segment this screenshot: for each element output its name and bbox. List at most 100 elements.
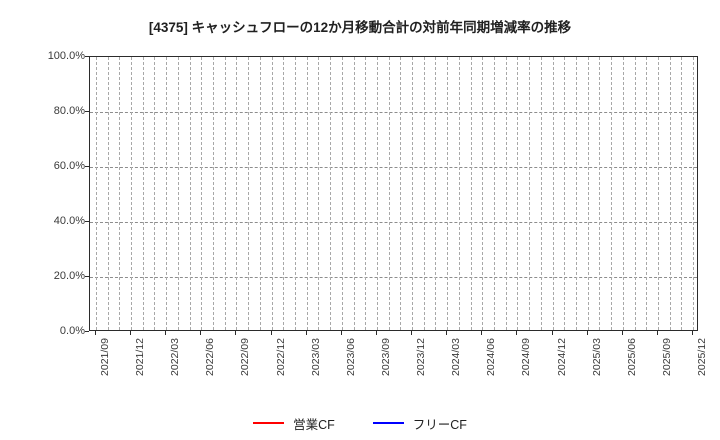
x-axis-tick-label: 2024/03 — [450, 338, 463, 376]
y-axis: 0.0% 20.0% 40.0% 60.0% 80.0% 100.0% — [0, 0, 89, 440]
x-axis-tick-mark — [621, 331, 623, 335]
legend-line-swatch — [372, 422, 404, 424]
y-axis-tick-label: 0.0% — [59, 325, 85, 337]
y-axis-tick-mark — [85, 56, 89, 57]
y-axis-tick-label: 20.0% — [53, 270, 85, 282]
vertical-gridline — [365, 57, 367, 330]
vertical-gridline — [494, 57, 496, 330]
x-axis-tick-label: 2021/12 — [133, 338, 146, 376]
vertical-gridline — [318, 57, 320, 330]
vertical-gridline — [412, 57, 414, 330]
chart-legend: 営業CF フリーCF — [0, 410, 720, 436]
vertical-gridline — [669, 57, 671, 330]
x-axis-tick-label: 2021/09 — [98, 338, 111, 376]
legend-item[interactable]: 営業CF — [253, 414, 335, 433]
legend-label: フリーCF — [412, 417, 467, 432]
x-axis-tick-label: 2025/12 — [696, 338, 709, 376]
x-axis-tick-mark — [129, 331, 131, 335]
x-axis-tick-mark — [446, 331, 448, 335]
y-axis-tick-mark — [85, 111, 89, 112]
x-axis-tick-mark — [94, 331, 96, 335]
vertical-gridline — [248, 57, 250, 330]
vertical-gridline — [529, 57, 531, 330]
vertical-gridline — [259, 57, 261, 330]
x-axis-tick-mark — [586, 331, 588, 335]
x-axis-tick-label: 2022/06 — [204, 338, 217, 376]
y-axis-tick-label: 80.0% — [53, 105, 85, 117]
vertical-gridline — [212, 57, 214, 330]
chart-title: [4375] キャッシュフローの12か月移動合計の対前年同期増減率の推移 — [148, 20, 572, 35]
vertical-gridline — [435, 57, 437, 330]
horizontal-gridline — [90, 167, 697, 168]
x-axis-tick-mark — [235, 331, 237, 335]
legend-line-swatch — [253, 422, 285, 424]
x-axis-tick-label: 2025/03 — [590, 338, 603, 376]
x-axis-tick-label: 2022/03 — [169, 338, 182, 376]
vertical-gridline — [540, 57, 542, 330]
y-axis-tick-label: 40.0% — [53, 215, 85, 227]
x-axis-tick-label: 2023/12 — [415, 338, 428, 376]
vertical-gridline — [517, 57, 519, 330]
legend-item[interactable]: フリーCF — [372, 414, 467, 433]
vertical-gridline — [599, 57, 601, 330]
vertical-gridline — [400, 57, 402, 330]
x-axis-tick-label: 2025/09 — [661, 338, 673, 376]
vertical-gridline — [95, 57, 97, 330]
x-axis-tick-label: 2024/12 — [555, 338, 568, 376]
vertical-gridline — [330, 57, 332, 330]
horizontal-gridline — [90, 222, 697, 223]
x-axis-tick-mark — [340, 331, 342, 335]
vertical-gridline — [447, 57, 449, 330]
vertical-gridline — [611, 57, 613, 330]
vertical-gridline — [470, 57, 472, 330]
x-axis-tick-mark — [692, 331, 694, 335]
vertical-gridline — [681, 57, 683, 330]
y-axis-tick-label: 60.0% — [53, 160, 85, 172]
vertical-gridline — [306, 57, 308, 330]
vertical-gridline — [505, 57, 507, 330]
vertical-gridline — [658, 57, 659, 330]
vertical-gridline — [341, 57, 343, 330]
x-axis-tick-label: 2023/06 — [344, 338, 357, 376]
vertical-gridline — [376, 57, 378, 330]
vertical-gridline — [236, 57, 238, 330]
plot-area — [89, 56, 698, 331]
x-axis-tick-mark — [375, 331, 377, 335]
x-axis-tick-label: 2022/09 — [239, 338, 252, 376]
vertical-gridline — [142, 57, 144, 330]
vertical-gridline — [201, 57, 203, 330]
y-axis-tick-mark — [85, 221, 89, 222]
vertical-gridline — [294, 57, 296, 330]
y-axis-tick-label: 100.0% — [47, 50, 85, 62]
x-axis-tick-label: 2023/03 — [309, 338, 322, 376]
x-axis-tick-mark — [270, 331, 272, 335]
vertical-gridline — [224, 57, 226, 330]
horizontal-gridline — [90, 277, 697, 278]
x-axis-tick-mark — [657, 331, 658, 335]
vertical-gridline — [283, 57, 285, 330]
vertical-gridline — [271, 57, 273, 330]
x-axis-tick-mark — [200, 331, 202, 335]
vertical-gridline — [154, 57, 156, 330]
vertical-gridline — [189, 57, 191, 330]
x-axis-tick-mark — [165, 331, 167, 335]
x-axis-tick-label: 2023/09 — [379, 338, 392, 376]
legend-label: 営業CF — [293, 417, 335, 432]
vertical-gridline — [622, 57, 624, 330]
vertical-gridline — [353, 57, 355, 330]
x-axis-tick-mark — [481, 331, 483, 335]
vertical-gridline — [177, 57, 179, 330]
vertical-gridline — [693, 57, 695, 330]
vertical-gridline — [107, 57, 109, 330]
x-axis-tick-label: 2024/06 — [485, 338, 498, 376]
vertical-gridline — [564, 57, 566, 330]
vertical-gridline — [634, 57, 636, 330]
x-axis-tick-mark — [411, 331, 413, 335]
vertical-gridline — [482, 57, 484, 330]
gridlines — [90, 57, 697, 330]
vertical-gridline — [576, 57, 578, 330]
vertical-gridline — [388, 57, 390, 330]
vertical-gridline — [458, 57, 460, 330]
x-axis-tick-label: 2025/06 — [625, 338, 638, 376]
